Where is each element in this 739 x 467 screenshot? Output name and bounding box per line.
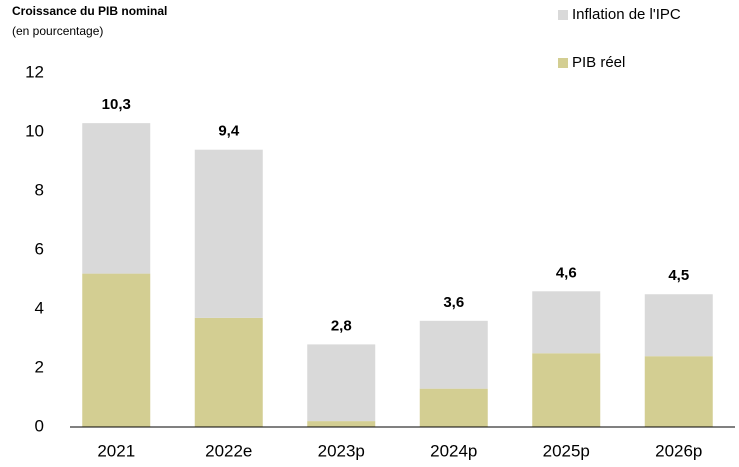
y-tick-label: 8 [35,180,44,199]
total-label: 9,4 [218,123,240,140]
legend-label: Inflation de l'IPC [572,6,681,23]
y-tick-label: 10 [25,121,44,140]
x-tick-label: 2024p [430,441,477,460]
y-tick-label: 2 [35,357,44,376]
legend-swatch [558,10,568,20]
legend-swatch [558,58,568,68]
chart-subtitle: (en pourcentage) [12,24,103,38]
bar-segment [194,149,263,318]
y-tick-label: 4 [35,298,44,317]
x-tick-label: 2021 [97,441,135,460]
x-tick-label: 2022e [205,441,252,460]
total-label: 4,6 [556,264,577,281]
x-tick-label: 2026p [655,441,702,460]
bar-segment [644,294,713,357]
bar-segment [82,123,151,274]
x-tick-label: 2023p [318,441,365,460]
legend-label: PIB réel [572,54,625,71]
y-tick-label: 12 [25,62,44,81]
total-label: 3,6 [443,294,464,311]
bar-segment [307,421,376,427]
bar-segment [419,388,488,427]
bar-segment [82,273,151,427]
total-label: 4,5 [668,267,689,284]
bar-segment [532,353,601,427]
y-tick-label: 0 [35,416,44,435]
total-label: 2,8 [331,317,352,334]
bar-segment [644,356,713,427]
total-label: 10,3 [102,96,131,113]
y-tick-label: 6 [35,239,44,258]
bar-segment [532,291,601,354]
bar-segment [194,317,263,427]
chart-title: Croissance du PIB nominal [12,4,167,18]
bar-segment [307,344,376,422]
x-tick-label: 2025p [543,441,590,460]
bar-segment [419,320,488,389]
